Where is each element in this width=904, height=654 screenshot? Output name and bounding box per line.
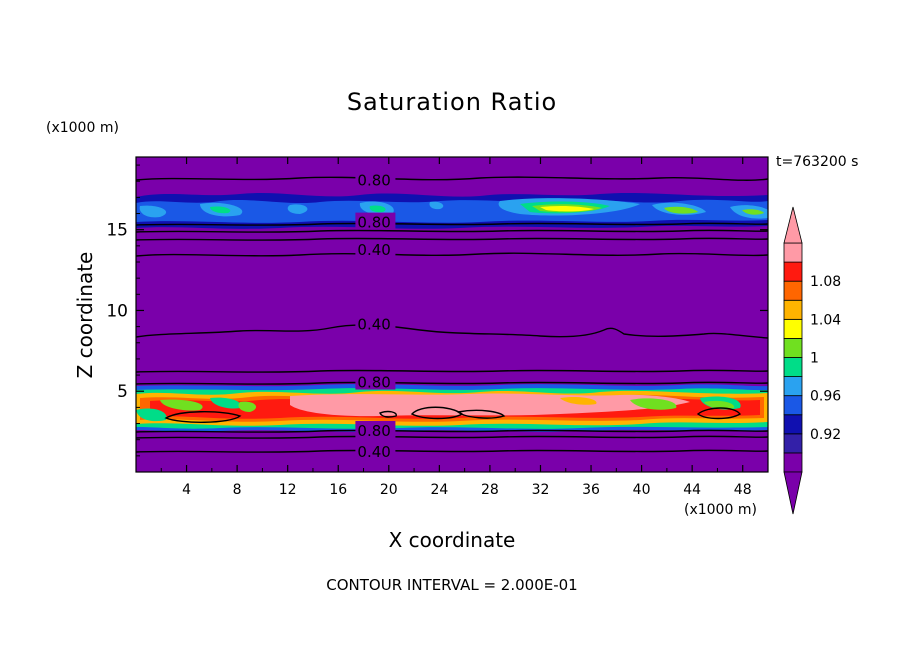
contour-label-gap [355, 170, 396, 188]
y-tick-label: 5 [117, 382, 128, 402]
colorbar-swatch [783, 414, 803, 435]
y-tick-label: 15 [106, 221, 128, 241]
contour-label-gap [355, 240, 396, 258]
contour-label-gap [355, 372, 396, 390]
contour-label: 0.80 [357, 214, 390, 232]
contour-label: 0.40 [357, 241, 390, 259]
colorbar-swatch [783, 261, 803, 282]
colorbar-label: 0.92 [810, 427, 841, 443]
y-axis-ticks: 5 10 15 [106, 164, 768, 457]
x-tick-label: 28 [481, 482, 499, 498]
colorbar-label: 1.08 [810, 274, 841, 290]
plot-frame [135, 156, 769, 473]
contour-lines [136, 176, 768, 453]
colorbar-swatch [783, 338, 803, 358]
contour-label-gap [355, 212, 396, 230]
colorbar: 1.08 1.04 1 0.96 0.92 [783, 206, 841, 515]
colorbar-swatch [783, 242, 803, 263]
x-axis-ticks: 4 8 12 16 20 24 28 32 36 40 44 48 [160, 157, 752, 498]
y-axis-unit: (x1000 m) [46, 120, 119, 136]
contour-label-backgrounds [355, 170, 396, 459]
contour-label: 0.40 [357, 315, 390, 333]
x-tick-label: 44 [683, 482, 701, 498]
contour-interval-note: CONTOUR INTERVAL = 2.000E-01 [326, 576, 578, 594]
contour-label: 0.40 [357, 443, 390, 461]
contour-labels: 0.80 0.80 0.40 0.40 0.80 0.80 0.40 [357, 172, 390, 461]
x-tick-label: 24 [430, 482, 448, 498]
x-tick-label: 8 [233, 482, 242, 498]
time-label: t=763200 s [776, 154, 859, 170]
contour-label: 0.80 [357, 374, 390, 392]
colorbar-top-arrow [783, 206, 803, 244]
x-tick-label: 36 [582, 482, 600, 498]
colorbar-label: 0.96 [810, 389, 841, 405]
lower-band [136, 384, 768, 432]
chart-title: Saturation Ratio [346, 88, 558, 116]
y-tick-label: 10 [106, 301, 128, 321]
contour-label-gap [355, 421, 396, 438]
colorbar-swatch [783, 433, 803, 454]
x-tick-label: 40 [633, 482, 651, 498]
x-axis-unit: (x1000 m) [684, 502, 757, 518]
contour-label: 0.80 [357, 422, 390, 440]
colorbar-swatch [783, 280, 803, 301]
colorbar-swatch [783, 376, 803, 397]
x-tick-label: 16 [329, 482, 347, 498]
colorbar-swatch [783, 357, 803, 377]
colorbar-swatch [783, 299, 803, 320]
x-tick-label: 32 [532, 482, 550, 498]
x-axis-label: X coordinate [388, 528, 516, 552]
contour-label-gap [355, 314, 396, 332]
upper-band [136, 192, 768, 229]
colorbar-swatch [783, 318, 803, 339]
colorbar-bottom-arrow [783, 471, 803, 515]
contour-label: 0.80 [357, 172, 390, 190]
saturation-field [136, 157, 768, 472]
contour-label-gap [355, 442, 396, 459]
x-tick-label: 12 [279, 482, 297, 498]
x-tick-label: 4 [182, 482, 191, 498]
x-tick-label: 20 [380, 482, 398, 498]
colorbar-label: 1.04 [810, 312, 841, 328]
colorbar-label: 1 [810, 351, 819, 367]
x-tick-label: 48 [734, 482, 752, 498]
colorbar-swatch [783, 452, 803, 473]
colorbar-swatch [783, 395, 803, 416]
